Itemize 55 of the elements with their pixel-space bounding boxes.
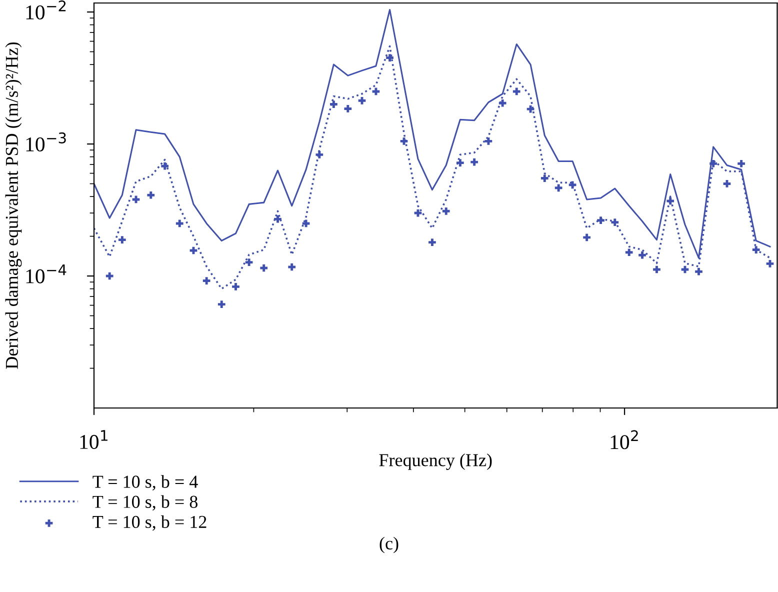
point <box>176 220 184 228</box>
legend-label: T = 10 s, b = 12 <box>92 515 206 531</box>
point <box>540 174 548 182</box>
point <box>344 105 352 112</box>
x-axis-title: Frequency (Hz) <box>379 454 492 470</box>
point <box>456 159 464 167</box>
point <box>498 99 506 107</box>
point <box>428 238 436 246</box>
point <box>260 264 268 272</box>
point <box>372 88 380 96</box>
point <box>666 197 674 205</box>
point <box>470 158 478 166</box>
point <box>766 260 774 268</box>
x-tick-label: 10$^{1}$ <box>80 430 108 449</box>
point <box>400 138 408 145</box>
point <box>118 236 126 244</box>
point <box>358 96 366 104</box>
point <box>695 268 702 276</box>
point <box>597 216 604 224</box>
point <box>302 220 310 228</box>
point <box>568 181 576 189</box>
point <box>625 248 633 256</box>
point <box>442 207 450 215</box>
point <box>611 218 619 226</box>
point <box>752 246 760 254</box>
y-tick-label: 10$^{−4}$ <box>26 264 66 284</box>
x-tick-label: 10$^{2}$ <box>610 430 638 450</box>
point <box>316 151 324 158</box>
point <box>288 263 296 271</box>
point <box>161 162 169 170</box>
y-tick-label: 10$^{−2}$ <box>26 0 66 20</box>
point <box>710 160 717 168</box>
point <box>653 266 660 274</box>
text: (c) <box>380 536 398 554</box>
point <box>202 277 210 284</box>
point <box>386 54 394 62</box>
point <box>723 180 731 188</box>
point <box>274 215 282 223</box>
y-axis-title: Derived damage equivalent PSD ((m/s²)²/Hz) <box>5 42 22 369</box>
point <box>147 191 155 199</box>
point <box>330 100 338 108</box>
point <box>484 138 492 145</box>
point <box>526 105 534 113</box>
point <box>218 300 226 308</box>
point <box>738 160 745 168</box>
point <box>106 272 114 280</box>
point <box>232 283 240 290</box>
point <box>245 258 253 266</box>
y-tick-label: 10$^{−3}$ <box>26 132 66 152</box>
point <box>512 88 520 96</box>
point <box>554 184 562 192</box>
point <box>583 234 590 242</box>
legend-label: T = 10 s, b = 4 <box>92 475 198 490</box>
point <box>638 251 646 259</box>
legend-label: T = 10 s, b = 8 <box>92 495 198 511</box>
